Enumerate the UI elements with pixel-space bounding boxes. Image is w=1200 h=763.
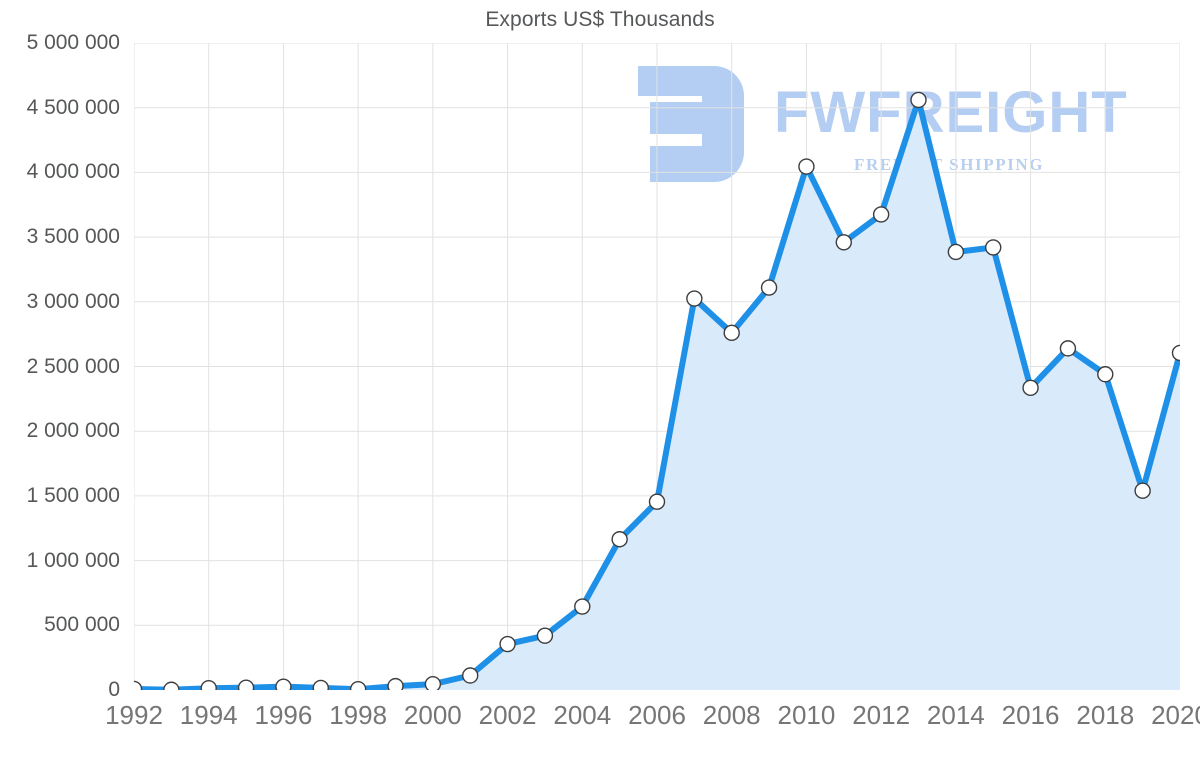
x-axis-tick-label: 2020 — [1151, 700, 1200, 730]
y-axis-tick-label: 4 000 000 — [26, 160, 120, 184]
data-point-marker[interactable] — [872, 206, 890, 223]
series-markers — [134, 91, 1181, 690]
data-point-marker[interactable] — [387, 677, 404, 690]
y-axis-tick-label: 3 500 000 — [26, 225, 120, 249]
data-point-marker[interactable] — [760, 279, 778, 296]
y-axis-tick-label: 4 500 000 — [26, 95, 120, 119]
x-axis-tick-label: 2010 — [777, 700, 836, 730]
y-axis-tick-label: 5 000 000 — [26, 31, 120, 54]
y-axis-tick-label: 0 — [108, 678, 120, 701]
data-point-marker[interactable] — [134, 680, 143, 690]
data-point-marker[interactable] — [275, 678, 292, 690]
data-point-marker[interactable] — [1134, 482, 1151, 499]
data-point-marker[interactable] — [723, 324, 740, 342]
y-axis-tick-label: 500 000 — [44, 613, 120, 637]
x-axis-tick-label: 2000 — [403, 700, 462, 730]
x-axis-tick-label: 2008 — [702, 700, 761, 730]
y-axis-tick-label: 2 500 000 — [26, 354, 120, 378]
y-axis-tick-label: 1 500 000 — [26, 483, 120, 507]
x-axis-tick-label: 1994 — [179, 700, 238, 730]
data-point-marker[interactable] — [462, 667, 479, 684]
data-point-marker[interactable] — [1059, 340, 1077, 357]
x-axis-tick-label: 2018 — [1076, 700, 1135, 730]
data-point-marker[interactable] — [536, 627, 554, 644]
x-axis-tick-label: 2002 — [478, 700, 537, 730]
y-axis-tick-label: 1 000 000 — [26, 548, 120, 572]
plot-area — [134, 43, 1180, 690]
data-point-marker[interactable] — [910, 91, 927, 109]
data-point-marker[interactable] — [835, 234, 852, 251]
y-axis-tick-label: 2 000 000 — [26, 419, 120, 443]
data-point-marker[interactable] — [1022, 379, 1039, 397]
data-point-marker[interactable] — [686, 290, 703, 307]
data-point-marker[interactable] — [349, 681, 367, 690]
data-point-marker[interactable] — [947, 243, 965, 261]
data-point-marker[interactable] — [499, 635, 516, 653]
data-point-marker[interactable] — [798, 158, 815, 175]
data-point-marker[interactable] — [1171, 344, 1181, 362]
data-point-marker[interactable] — [424, 675, 442, 690]
data-point-marker[interactable] — [574, 598, 591, 615]
data-point-marker[interactable] — [648, 493, 666, 510]
y-axis-tick-label: 3 000 000 — [26, 289, 120, 313]
x-axis-tick-label: 1992 — [105, 700, 163, 730]
x-axis-tick-label: 2012 — [852, 700, 911, 730]
chart-title: Exports US$ Thousands — [485, 8, 715, 31]
x-axis-tick-label: 1996 — [254, 700, 313, 730]
x-axis-tick-label: 2016 — [1001, 700, 1060, 730]
data-point-marker[interactable] — [163, 681, 180, 690]
x-axis-tick-label: 2006 — [628, 700, 686, 730]
data-point-marker[interactable] — [985, 239, 1002, 256]
x-axis-tick-label: 2014 — [926, 700, 985, 730]
x-axis-tick-label: 1998 — [329, 700, 388, 730]
data-point-marker[interactable] — [237, 679, 255, 690]
series-area-fill — [134, 99, 1180, 690]
data-point-marker[interactable] — [312, 679, 329, 690]
data-point-marker[interactable] — [1097, 366, 1114, 383]
data-point-marker[interactable] — [200, 679, 217, 690]
x-axis-tick-label: 2004 — [553, 700, 612, 730]
data-point-marker[interactable] — [611, 531, 628, 548]
